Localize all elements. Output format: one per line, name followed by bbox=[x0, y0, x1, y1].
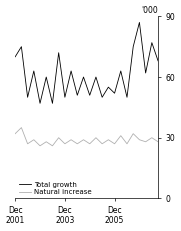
Natural increase bbox=[107, 138, 110, 141]
Total growth bbox=[107, 86, 110, 88]
Natural increase bbox=[126, 142, 128, 145]
Natural increase bbox=[39, 144, 41, 147]
Natural increase bbox=[58, 136, 60, 139]
Natural increase bbox=[120, 134, 122, 137]
Total growth bbox=[76, 94, 78, 97]
Total growth bbox=[64, 96, 66, 99]
Line: Total growth: Total growth bbox=[15, 22, 158, 103]
Natural increase bbox=[14, 132, 16, 135]
Natural increase bbox=[145, 140, 147, 143]
Natural increase bbox=[138, 138, 140, 141]
Natural increase bbox=[95, 136, 97, 139]
Total growth bbox=[151, 41, 153, 44]
Total growth bbox=[45, 76, 47, 78]
Total growth bbox=[14, 55, 16, 58]
Total growth bbox=[138, 21, 140, 24]
Natural increase bbox=[76, 142, 78, 145]
Total growth bbox=[82, 76, 85, 78]
Natural increase bbox=[45, 140, 47, 143]
Natural increase bbox=[157, 140, 159, 143]
Natural increase bbox=[101, 142, 103, 145]
Legend: Total growth, Natural increase: Total growth, Natural increase bbox=[19, 182, 92, 195]
Total growth bbox=[51, 102, 54, 105]
Natural increase bbox=[64, 142, 66, 145]
Total growth bbox=[126, 96, 128, 99]
Total growth bbox=[70, 70, 72, 72]
Natural increase bbox=[151, 136, 153, 139]
Total growth bbox=[157, 59, 159, 62]
Total growth bbox=[33, 70, 35, 72]
Total growth bbox=[113, 92, 116, 95]
Total growth bbox=[20, 45, 22, 48]
Natural increase bbox=[82, 138, 85, 141]
Line: Natural increase: Natural increase bbox=[15, 128, 158, 146]
Natural increase bbox=[20, 126, 22, 129]
Total growth bbox=[132, 45, 134, 48]
Total growth bbox=[145, 72, 147, 74]
Total growth bbox=[89, 94, 91, 97]
Natural increase bbox=[33, 138, 35, 141]
Total growth bbox=[39, 102, 41, 105]
Natural increase bbox=[51, 144, 54, 147]
Text: '000: '000 bbox=[141, 6, 158, 15]
Total growth bbox=[101, 96, 103, 99]
Natural increase bbox=[27, 142, 29, 145]
Total growth bbox=[27, 96, 29, 99]
Total growth bbox=[120, 70, 122, 72]
Natural increase bbox=[113, 142, 116, 145]
Natural increase bbox=[132, 132, 134, 135]
Total growth bbox=[95, 76, 97, 78]
Natural increase bbox=[89, 142, 91, 145]
Natural increase bbox=[70, 138, 72, 141]
Total growth bbox=[58, 51, 60, 54]
